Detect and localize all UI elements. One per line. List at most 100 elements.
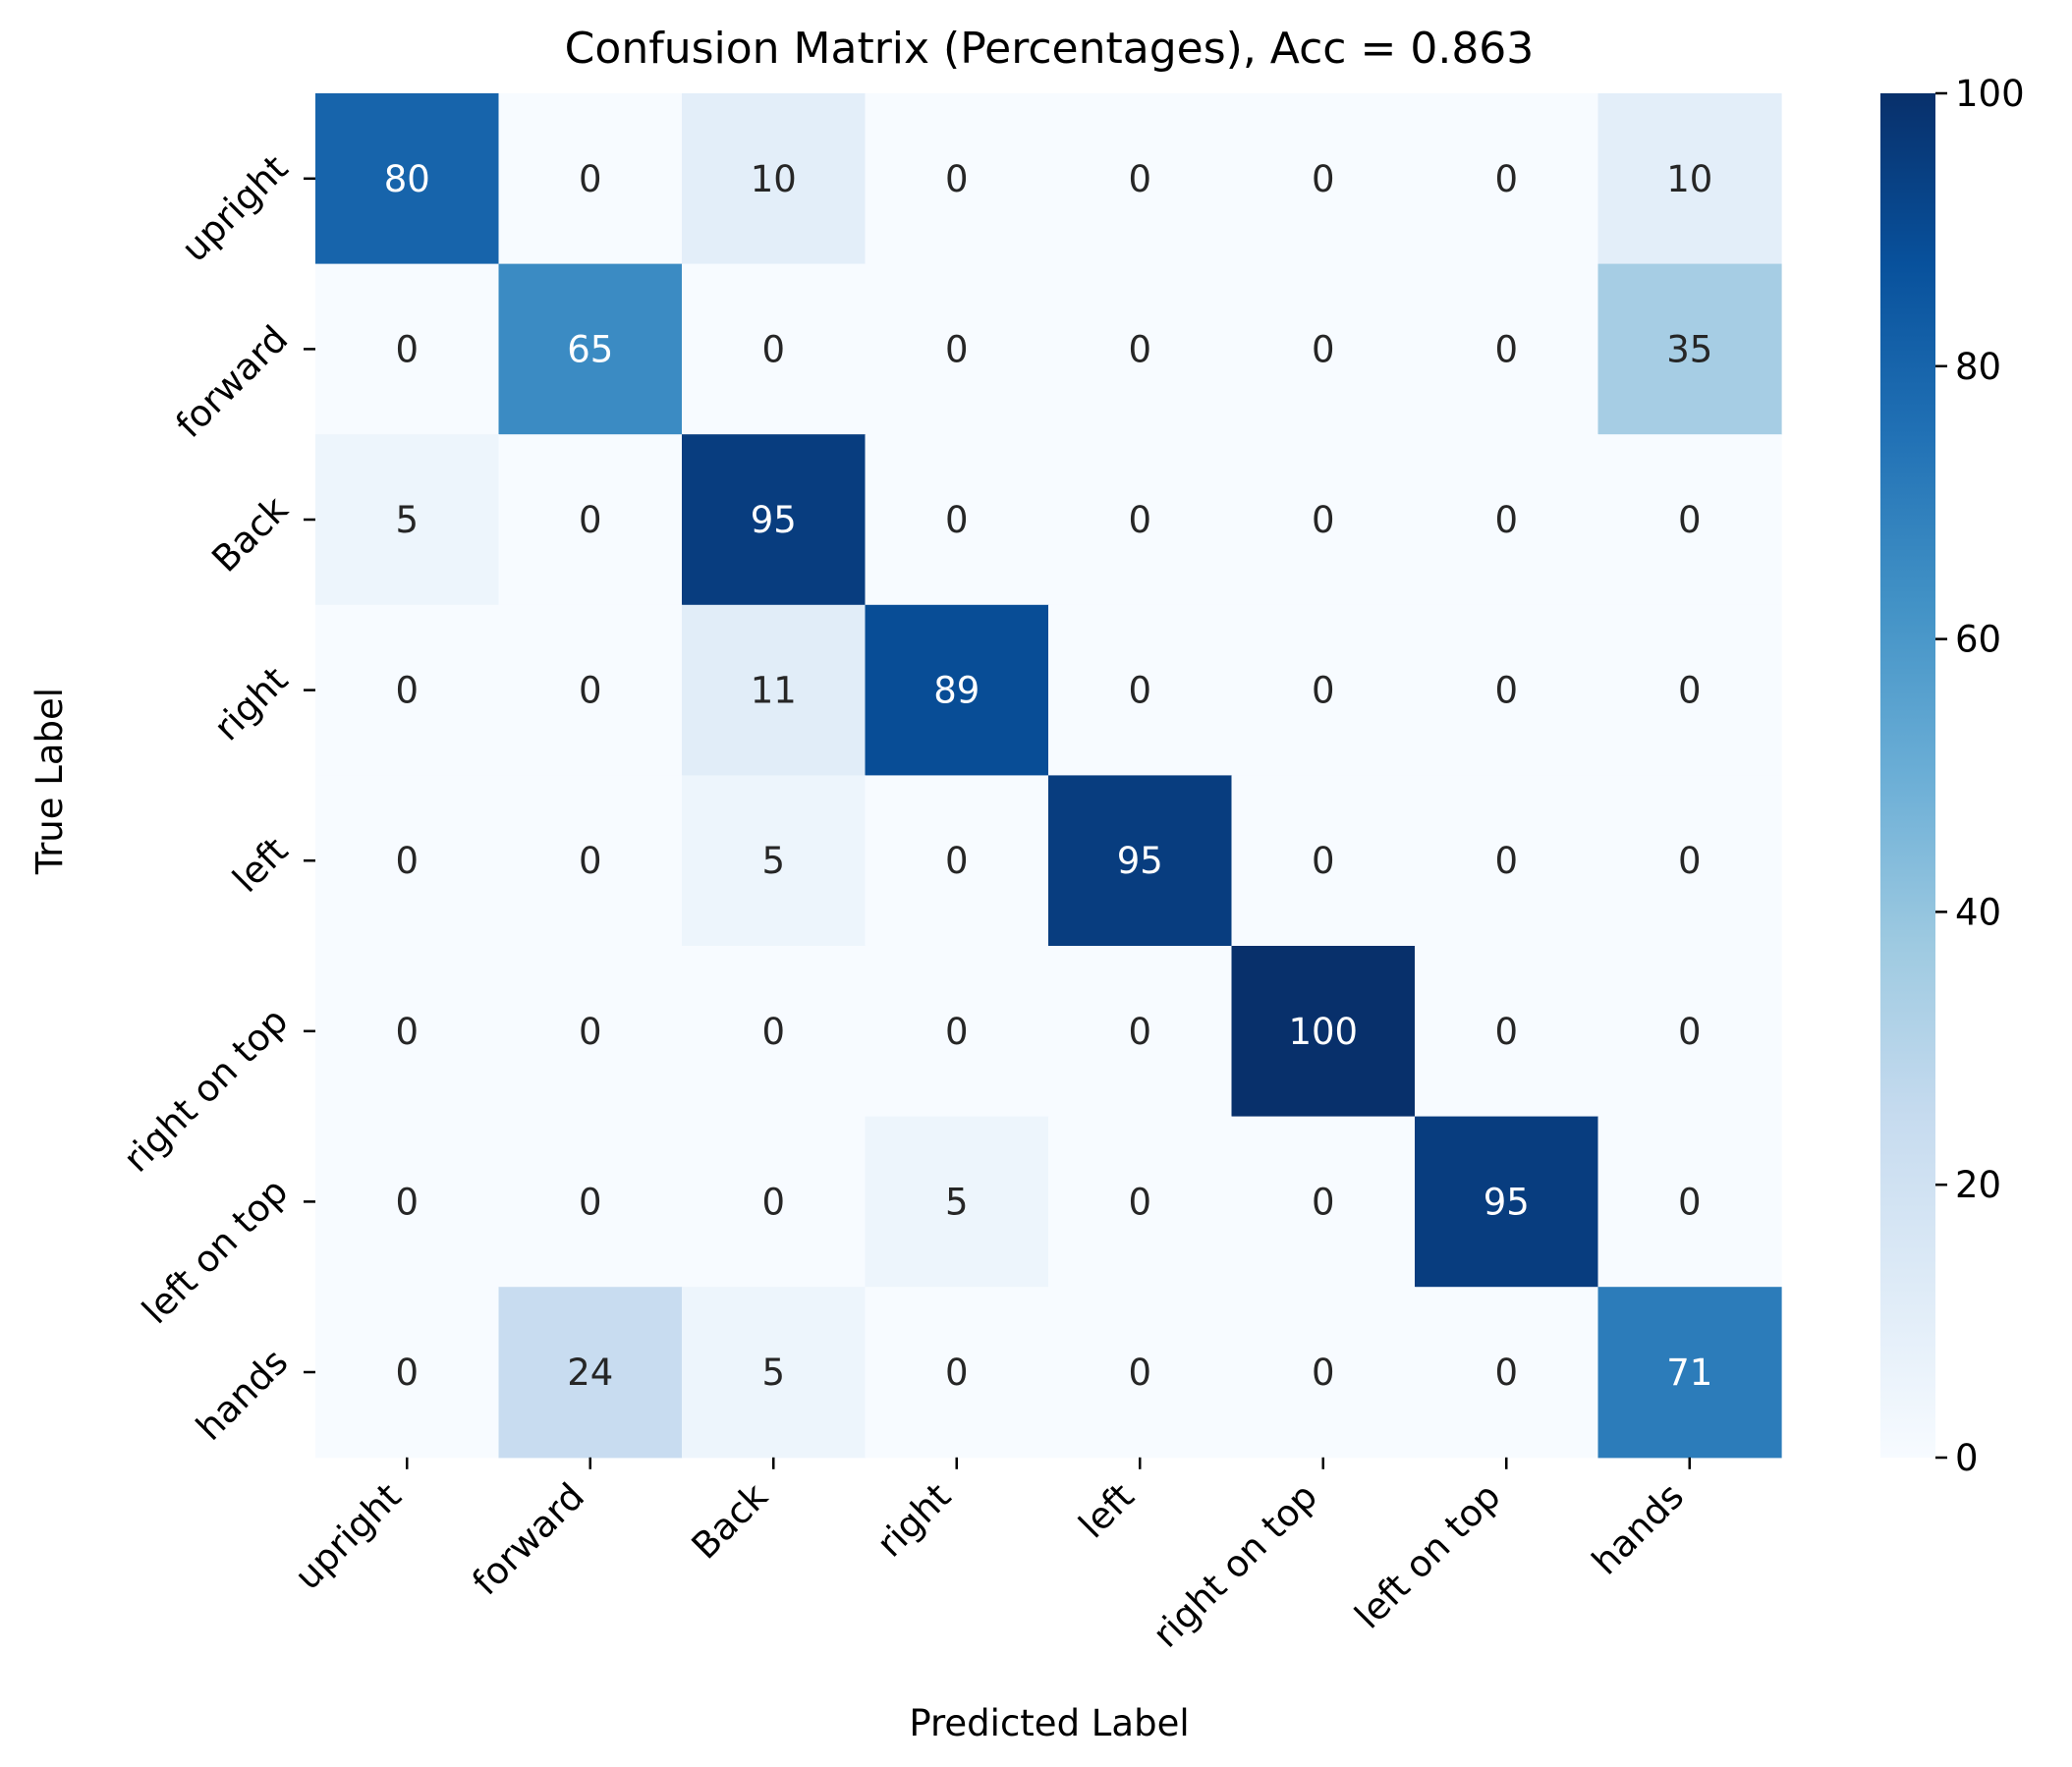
cell-value-label: 0 bbox=[1312, 670, 1335, 712]
cell-value-label: 5 bbox=[761, 1352, 785, 1394]
cell-value-label: 0 bbox=[1312, 328, 1335, 370]
heatmap-cell bbox=[1231, 93, 1416, 265]
colorbar-tick-label: 0 bbox=[1955, 1437, 1979, 1479]
heatmap-cell bbox=[1231, 946, 1416, 1118]
heatmap-cell bbox=[315, 263, 500, 435]
cell-value-label: 0 bbox=[1678, 499, 1702, 541]
cell-value-label: 0 bbox=[579, 840, 602, 882]
heatmap-cell bbox=[1415, 434, 1599, 606]
cell-value-label: 0 bbox=[395, 670, 419, 712]
cell-value-label: 10 bbox=[751, 158, 797, 200]
cell-value-label: 0 bbox=[1678, 670, 1702, 712]
heatmap-cell bbox=[1048, 604, 1233, 776]
cell-value-label: 0 bbox=[1494, 1011, 1518, 1053]
y-axis-label: True Label bbox=[28, 688, 71, 875]
heatmap-cell bbox=[865, 1116, 1049, 1288]
cell-value-label: 0 bbox=[1678, 1181, 1702, 1223]
cell-value-label: 0 bbox=[1494, 499, 1518, 541]
heatmap-cell bbox=[1415, 1116, 1599, 1288]
y-tick-label: left bbox=[225, 829, 297, 901]
heatmap-cell bbox=[865, 775, 1049, 947]
cell-value-label: 0 bbox=[945, 1352, 969, 1394]
y-tick-label: right on top bbox=[115, 1000, 296, 1181]
heatmap-cell bbox=[865, 604, 1049, 776]
cell-value-label: 35 bbox=[1666, 328, 1712, 370]
heatmap-cell bbox=[1231, 604, 1416, 776]
x-tick-label: Back bbox=[684, 1474, 776, 1567]
chart-title: Confusion Matrix (Percentages), Acc = 0.… bbox=[565, 24, 1535, 74]
heatmap-cell bbox=[315, 434, 500, 606]
heatmap-cell bbox=[315, 775, 500, 947]
heatmap-cell bbox=[682, 1116, 867, 1288]
heatmap-cell bbox=[1048, 775, 1233, 947]
heatmap-cell bbox=[315, 1116, 500, 1288]
heatmap-cell bbox=[315, 1287, 500, 1459]
heatmap-cell bbox=[498, 434, 683, 606]
cell-value-label: 0 bbox=[1312, 158, 1335, 200]
cell-value-label: 0 bbox=[1128, 1011, 1151, 1053]
cell-value-label: 0 bbox=[1128, 158, 1151, 200]
heatmap-cell bbox=[1415, 263, 1599, 435]
heatmap-cell bbox=[498, 93, 683, 265]
cell-value-label: 0 bbox=[579, 670, 602, 712]
x-axis-label: Predicted Label bbox=[909, 1702, 1189, 1744]
colorbar-tick-label: 80 bbox=[1955, 346, 2001, 388]
heatmap-cell bbox=[682, 93, 867, 265]
cell-value-label: 0 bbox=[945, 840, 969, 882]
colorbar bbox=[1880, 93, 1935, 1458]
heatmap-cell bbox=[865, 93, 1049, 265]
y-axis-ticks: upright forward Back right left right on topl… bbox=[115, 147, 315, 1449]
cell-value-label: 24 bbox=[567, 1352, 613, 1394]
cell-value-label: 0 bbox=[395, 1181, 419, 1223]
heatmap-cell bbox=[1415, 775, 1599, 947]
x-axis-ticks: upright forward Back right left right on top l… bbox=[287, 1457, 1692, 1656]
heatmap-cell bbox=[498, 1287, 683, 1459]
x-tick-label: right bbox=[868, 1475, 959, 1566]
cell-value-label: 0 bbox=[945, 1011, 969, 1053]
heatmap-cell bbox=[498, 263, 683, 435]
heatmap-cell bbox=[1597, 93, 1782, 265]
heatmap-cell bbox=[865, 263, 1049, 435]
cell-value-label: 0 bbox=[761, 328, 785, 370]
heatmap-cell bbox=[1415, 1287, 1599, 1459]
cell-value-label: 5 bbox=[945, 1181, 969, 1223]
cell-value-label: 0 bbox=[1128, 499, 1151, 541]
cell-value-label: 11 bbox=[751, 670, 797, 712]
heatmap-cell bbox=[1048, 946, 1233, 1118]
y-tick-label: upright bbox=[173, 147, 296, 270]
heatmap-cell bbox=[1048, 1116, 1233, 1288]
cell-value-label: 5 bbox=[395, 499, 419, 541]
cell-value-label: 0 bbox=[395, 328, 419, 370]
cell-value-label: 0 bbox=[945, 328, 969, 370]
cell-value-label: 95 bbox=[1117, 840, 1163, 882]
cell-value-label: 0 bbox=[1494, 670, 1518, 712]
cell-value-label: 0 bbox=[761, 1181, 785, 1223]
heatmap-cell bbox=[1231, 1116, 1416, 1288]
heatmap-cells bbox=[315, 93, 1782, 1459]
heatmap-cell bbox=[1597, 1287, 1782, 1459]
cell-value-label: 80 bbox=[384, 158, 430, 200]
colorbar-tick-label: 60 bbox=[1955, 619, 2001, 661]
cell-value-label: 0 bbox=[395, 840, 419, 882]
heatmap-cell bbox=[315, 946, 500, 1118]
heatmap-cell bbox=[1231, 775, 1416, 947]
heatmap-cell bbox=[1597, 434, 1782, 606]
cell-value-label: 0 bbox=[1494, 840, 1518, 882]
y-tick-label: Back bbox=[203, 488, 296, 580]
cell-value-label: 0 bbox=[1312, 1352, 1335, 1394]
cell-value-label: 100 bbox=[1288, 1011, 1358, 1053]
cell-value-label: 0 bbox=[1678, 840, 1702, 882]
cell-value-label: 95 bbox=[751, 499, 797, 541]
heatmap-cell bbox=[1048, 1287, 1233, 1459]
x-tick-label: hands bbox=[1584, 1475, 1692, 1583]
heatmap-cell bbox=[682, 775, 867, 947]
heatmap-cell bbox=[682, 263, 867, 435]
x-tick-label: left on top bbox=[1347, 1475, 1509, 1637]
cell-value-label: 5 bbox=[761, 840, 785, 882]
y-tick-label: left on top bbox=[134, 1170, 296, 1332]
heatmap-cell bbox=[1597, 263, 1782, 435]
cell-value-label: 0 bbox=[579, 1181, 602, 1223]
cell-value-label: 0 bbox=[1494, 158, 1518, 200]
heatmap-cell bbox=[498, 946, 683, 1118]
heatmap-cell bbox=[315, 93, 500, 265]
